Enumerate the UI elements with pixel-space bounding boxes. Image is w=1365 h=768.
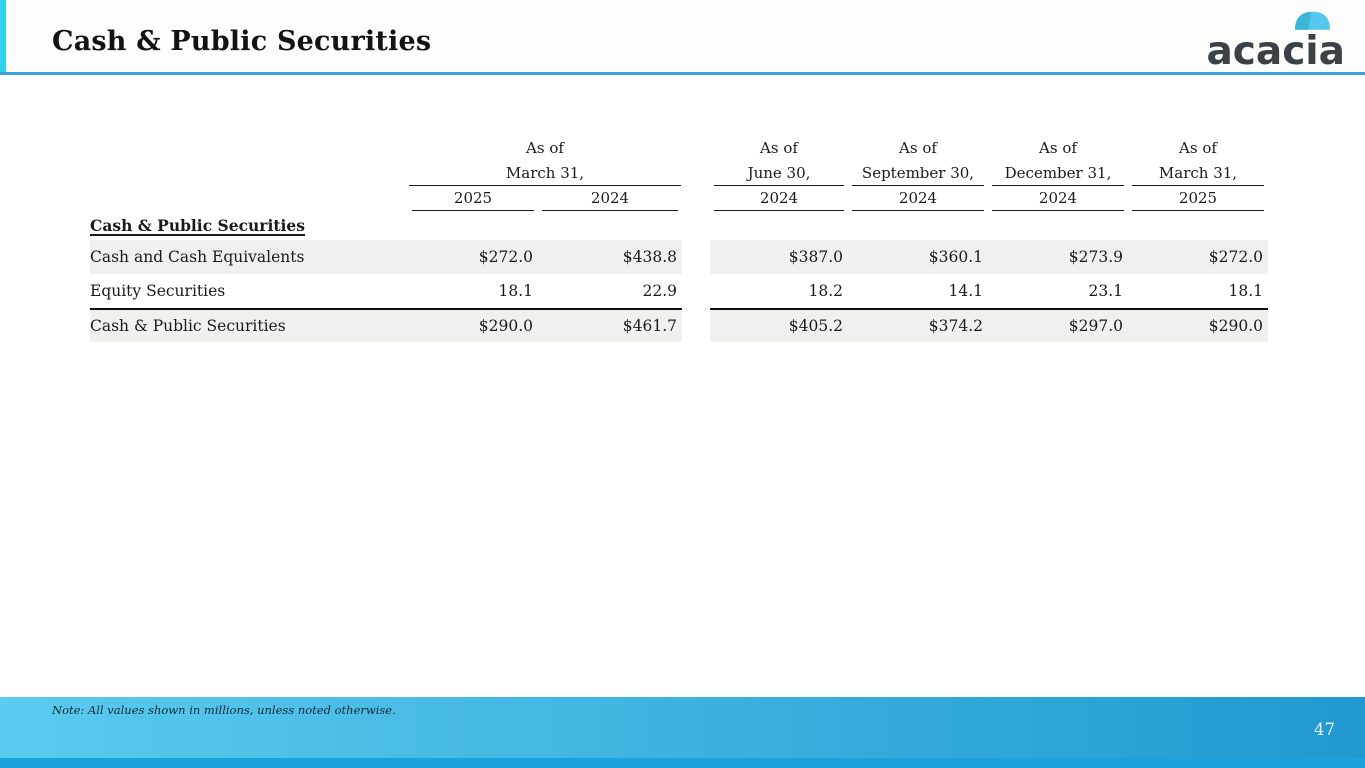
- column-gap: [682, 160, 710, 186]
- value-cell: $360.1: [848, 240, 988, 274]
- value-cell: 18.1: [1228, 282, 1263, 300]
- table-row: Equity Securities 18.1 22.9 18.2 14.1 23…: [90, 274, 1268, 308]
- value-cell: $461.7: [538, 308, 682, 342]
- column-header: As of: [899, 139, 937, 157]
- value-cell: $438.8: [538, 240, 682, 274]
- spacer-cell: [90, 136, 408, 160]
- column-header: 2024: [992, 186, 1124, 211]
- section-header-cell: Cash & Public Securities: [90, 211, 408, 240]
- table-row-total: Cash & Public Securities $290.0 $461.7 $…: [90, 308, 1268, 342]
- column-header: 2025: [412, 186, 534, 211]
- column-header: March 31,: [1132, 160, 1264, 186]
- value-cell: $273.9: [988, 240, 1128, 274]
- slide-header: Cash & Public Securities acacia: [0, 0, 1365, 75]
- value-cell: $374.2: [848, 308, 988, 342]
- column-header: As of: [526, 139, 564, 157]
- column-header: 2024: [542, 186, 678, 211]
- column-header: As of: [1039, 139, 1077, 157]
- value-cell: 22.9: [642, 282, 677, 300]
- footer-strip: [0, 758, 1365, 768]
- value-cell: 14.1: [948, 282, 983, 300]
- value-cell: $272.0: [1128, 240, 1268, 274]
- table-section-row: Cash & Public Securities: [90, 211, 1268, 240]
- footnote: Note: All values shown in millions, unle…: [52, 703, 396, 717]
- column-header: December 31,: [992, 160, 1124, 186]
- value-cell: 18.1: [498, 282, 533, 300]
- value-cell: $290.0: [1128, 308, 1268, 342]
- section-header: Cash & Public Securities: [90, 216, 305, 235]
- column-header: As of: [760, 139, 798, 157]
- value-cell: $405.2: [710, 308, 848, 342]
- row-label: Cash & Public Securities: [90, 308, 408, 342]
- value-cell: $272.0: [408, 240, 538, 274]
- table-header-row-years: 2025 2024 2024 2024 2024 2025: [90, 186, 1268, 211]
- accent-bar: [0, 0, 6, 72]
- column-header: 2025: [1132, 186, 1264, 211]
- column-header: As of: [1179, 139, 1217, 157]
- column-gap: [682, 274, 710, 308]
- table-header-row-dates: March 31, June 30, September 30, Decembe…: [90, 160, 1268, 186]
- row-label: Cash and Cash Equivalents: [90, 240, 408, 274]
- row-label: Equity Securities: [90, 282, 226, 300]
- column-header: March 31,: [409, 160, 681, 186]
- logo-arc-icon: [1294, 11, 1331, 30]
- slide-footer: Note: All values shown in millions, unle…: [0, 697, 1365, 768]
- column-gap: [682, 308, 710, 342]
- spacer-cell: [90, 186, 408, 211]
- acacia-logo: acacia: [1206, 9, 1345, 71]
- column-header: June 30,: [714, 160, 844, 186]
- column-gap: [682, 186, 710, 211]
- page-number: 47: [1314, 720, 1335, 739]
- column-header: 2024: [852, 186, 984, 211]
- value-cell: $387.0: [710, 240, 848, 274]
- table-row: Cash and Cash Equivalents $272.0 $438.8 …: [90, 240, 1268, 274]
- spacer-cell: [90, 160, 408, 186]
- column-header: 2024: [714, 186, 844, 211]
- column-gap: [682, 240, 710, 274]
- table-header-row-asof: As of As of As of As of As of: [90, 136, 1268, 160]
- logo-wordmark: acacia: [1206, 29, 1345, 74]
- value-cell: 23.1: [1088, 282, 1123, 300]
- financial-table: As of As of As of As of As of March 31, …: [90, 136, 1268, 342]
- page-title: Cash & Public Securities: [52, 26, 432, 57]
- column-gap: [682, 136, 710, 160]
- value-cell: $290.0: [408, 308, 538, 342]
- value-cell: $297.0: [988, 308, 1128, 342]
- value-cell: 18.2: [808, 282, 843, 300]
- column-header: September 30,: [852, 160, 984, 186]
